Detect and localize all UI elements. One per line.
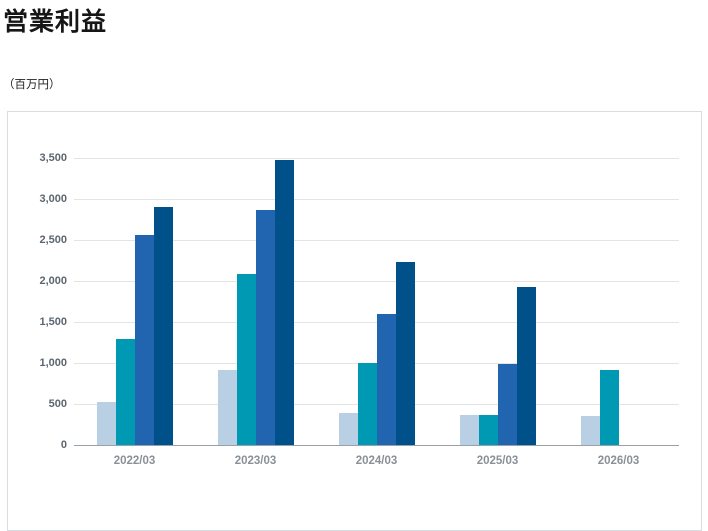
y-axis-label: 3,500 — [39, 152, 67, 164]
bar-slot — [376, 314, 396, 445]
y-axis-label: 2,500 — [39, 234, 67, 246]
bar-slot — [357, 363, 377, 445]
bar-4-2024/03[interactable] — [395, 262, 415, 445]
bar-4-2025/03[interactable] — [516, 287, 536, 445]
bars-layer — [74, 158, 679, 445]
unit-label: （百万円） — [3, 79, 61, 91]
bar-slot — [497, 364, 517, 445]
bar-2-2023/03[interactable] — [236, 274, 256, 445]
bar-slot — [516, 287, 536, 445]
x-axis-label-2023/03: 2023/03 — [234, 455, 277, 467]
bar-slot — [580, 416, 600, 445]
bar-slot — [217, 370, 237, 445]
chart-card: 0 500 1,000 1,500 2,000 2,500 3,000 3,500 2022/0… — [7, 111, 702, 531]
bar-slot — [459, 415, 479, 445]
bar-2-2026/03[interactable] — [599, 370, 619, 445]
bar-1-2022/03[interactable] — [96, 402, 116, 445]
bar-2-2022/03[interactable] — [115, 339, 135, 445]
x-axis-label-2022/03: 2022/03 — [113, 455, 156, 467]
x-axis-label-2026/03: 2026/03 — [597, 455, 640, 467]
bar-1-2024/03[interactable] — [338, 413, 358, 445]
bar-3-2022/03[interactable] — [134, 235, 154, 445]
bar-group-2026/03 — [558, 158, 679, 445]
gridline — [74, 199, 679, 200]
bar-group-2023/03 — [195, 158, 316, 445]
bar-slot — [153, 207, 173, 445]
bar-2-2025/03[interactable] — [478, 415, 498, 445]
y-axis-label: 0 — [60, 439, 67, 451]
bar-4-2023/03[interactable] — [274, 160, 294, 445]
bar-1-2026/03[interactable] — [580, 416, 600, 445]
bar-slot — [274, 160, 294, 445]
bar-3-2024/03[interactable] — [376, 314, 396, 445]
bar-slot — [395, 262, 415, 445]
bar-1-2023/03[interactable] — [217, 370, 237, 445]
bar-slot — [478, 415, 498, 445]
bar-3-2025/03[interactable] — [497, 364, 517, 445]
gridline — [74, 281, 679, 282]
y-axis-label: 1,000 — [39, 357, 67, 369]
bar-1-2025/03[interactable] — [459, 415, 479, 445]
bar-slot — [338, 413, 358, 445]
bar-3-2023/03[interactable] — [255, 210, 275, 445]
y-axis-label: 2,000 — [39, 275, 67, 287]
bar-slot — [96, 402, 116, 445]
bar-group-2025/03 — [437, 158, 558, 445]
bar-group-2022/03 — [74, 158, 195, 445]
bar-group-2024/03 — [316, 158, 437, 445]
page-title: 営業利益 — [3, 8, 108, 36]
bar-slot — [236, 274, 256, 445]
gridline — [74, 240, 679, 241]
y-axis-label: 500 — [48, 398, 67, 410]
y-axis-label: 1,500 — [39, 316, 67, 328]
bar-slot — [599, 370, 619, 445]
x-axis-line — [74, 445, 679, 446]
x-axis-label-2024/03: 2024/03 — [355, 455, 398, 467]
bar-4-2022/03[interactable] — [153, 207, 173, 445]
bar-slot — [115, 339, 135, 445]
bar-slot — [255, 210, 275, 445]
gridline — [74, 158, 679, 159]
bar-slot — [134, 235, 154, 445]
bar-2-2024/03[interactable] — [357, 363, 377, 445]
y-axis-label: 3,000 — [39, 193, 67, 205]
x-axis-label-2025/03: 2025/03 — [476, 455, 519, 467]
